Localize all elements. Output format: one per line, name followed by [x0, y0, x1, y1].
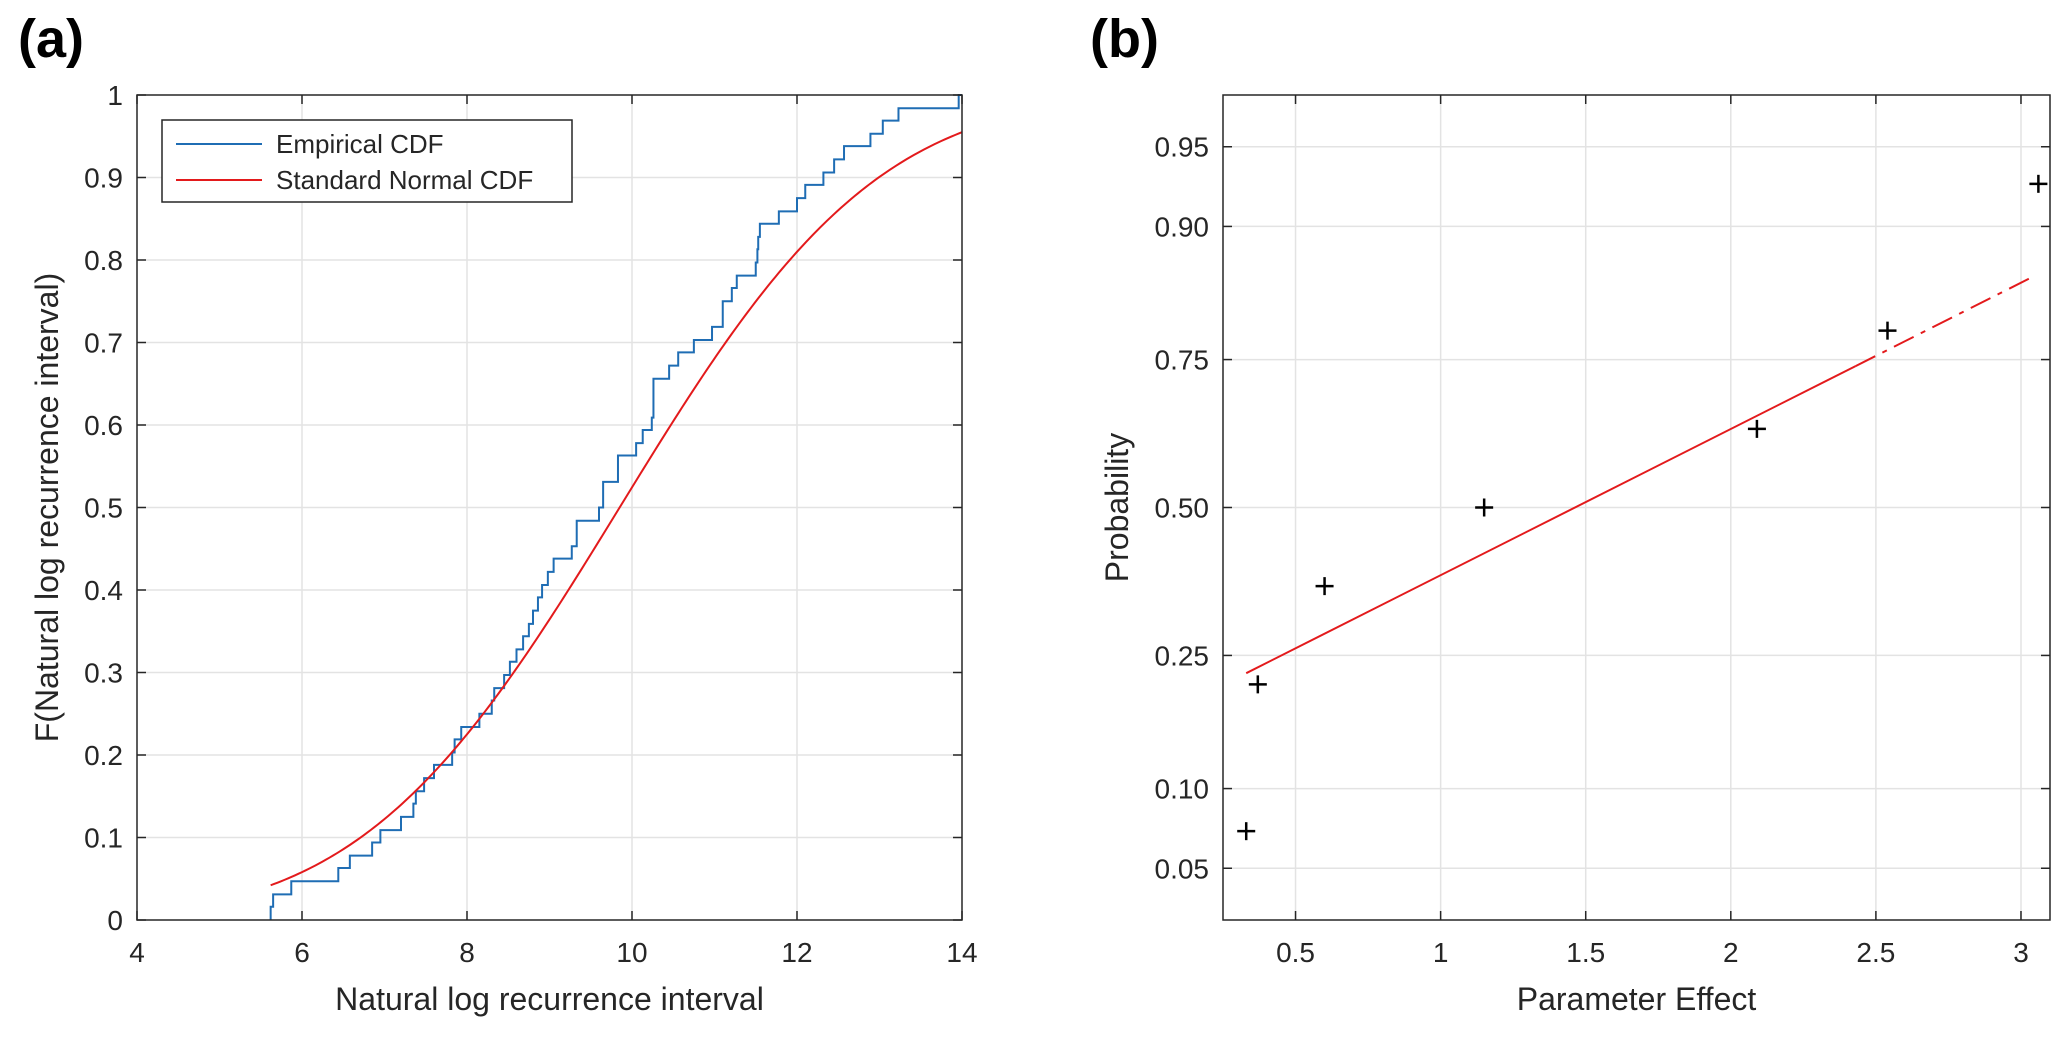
probability-plot: 0.5 1 1.5 2 2.5 3 0.05 0.10 0.25 0.50 0.75 0.90 0.95… — [1099, 94, 2051, 1017]
y-tick-label: 0 — [107, 905, 123, 936]
y-tick-label: 0.25 — [1155, 640, 1210, 671]
data-point — [1237, 822, 1256, 841]
empirical-cdf-line — [269, 94, 962, 920]
x-tick-label: 2 — [1723, 937, 1739, 968]
normal-cdf-line — [270, 131, 963, 887]
y-axis-label: Probability — [1099, 433, 1135, 582]
y-tick-label: 0.05 — [1155, 853, 1210, 884]
y-tick-label: 0.9 — [84, 163, 123, 194]
y-tick-label: 0.5 — [84, 493, 123, 524]
y-tick-label: 0.2 — [84, 740, 123, 771]
x-tick-label: 0.5 — [1276, 937, 1315, 968]
x-tick-label: 4 — [129, 937, 145, 968]
data-point — [1747, 419, 1766, 438]
y-tick-label: 0.8 — [84, 245, 123, 276]
reference-line-extension — [1855, 274, 2036, 367]
data-point — [1878, 321, 1897, 340]
x-tick-label: 6 — [294, 937, 310, 968]
y-tick-label: 0.7 — [84, 328, 123, 359]
legend-entry: Empirical CDF — [276, 129, 444, 159]
y-tick-label: 0.75 — [1155, 345, 1210, 376]
ecdf-chart: 4 6 8 10 12 14 0 0.1 0.2 0.3 0.4 0.5 0.6 0.7 0.8 0.9 1 N… — [29, 80, 978, 1017]
y-tick-label: 0.1 — [84, 823, 123, 854]
x-tick-label: 2.5 — [1856, 937, 1895, 968]
data-point — [1475, 498, 1494, 517]
y-tick-label: 0.95 — [1155, 132, 1210, 163]
y-tick-label: 1 — [107, 80, 123, 111]
x-axis-label: Natural log recurrence interval — [335, 981, 764, 1017]
panel-label-a: (a) — [18, 9, 84, 69]
y-tick-label: 0.90 — [1155, 211, 1210, 242]
data-point — [1248, 675, 1267, 694]
legend: Empirical CDF Standard Normal CDF — [161, 119, 573, 203]
reference-line — [1245, 365, 1857, 675]
x-tick-label: 12 — [781, 937, 812, 968]
y-tick-label: 0.10 — [1155, 774, 1210, 805]
x-tick-label: 1.5 — [1566, 937, 1605, 968]
x-axis-label: Parameter Effect — [1517, 981, 1757, 1017]
y-tick-label: 0.4 — [84, 575, 123, 606]
legend-box — [161, 119, 573, 203]
data-point — [2029, 174, 2048, 193]
panel-label-b: (b) — [1090, 9, 1159, 69]
y-tick-label: 0.6 — [84, 410, 123, 441]
data-point — [1315, 577, 1334, 596]
x-tick-label: 3 — [2013, 937, 2029, 968]
y-axis-label: F(Natural log recurrence interval) — [29, 273, 65, 743]
x-tick-label: 8 — [459, 937, 475, 968]
y-tick-label: 0.3 — [84, 658, 123, 689]
x-tick-label: 10 — [616, 937, 647, 968]
legend-entry: Standard Normal CDF — [276, 165, 533, 195]
x-tick-label: 1 — [1433, 937, 1449, 968]
x-tick-label: 14 — [946, 937, 977, 968]
y-tick-label: 0.50 — [1155, 493, 1210, 524]
